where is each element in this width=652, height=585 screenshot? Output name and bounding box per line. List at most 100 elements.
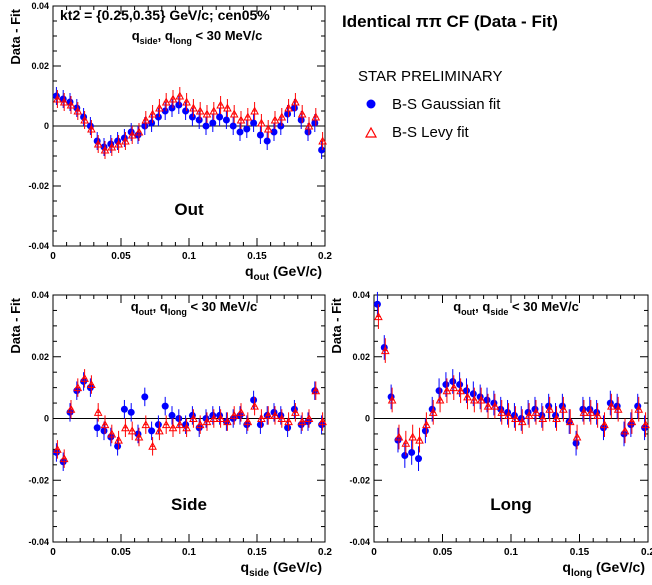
data-point [421,427,429,435]
data-point [59,97,69,106]
data-point [606,401,616,410]
legend-gaussian-label: B-S Gaussian fit [392,96,501,113]
data-point [148,427,156,435]
data-point [182,107,190,115]
data-point [148,119,156,127]
x-tick-label: 0.15 [247,251,267,262]
data-point [449,377,457,385]
data-point [155,426,164,435]
data-point [415,455,423,463]
data-point [195,106,205,115]
data-point [291,407,300,416]
data-point [93,407,103,416]
data-point [318,146,326,154]
x-axis-title: qout (GeV/c) [245,263,322,283]
data-point [634,404,644,413]
data-point [380,346,390,355]
data-point [141,122,149,130]
y-tick-label: -0.02 [28,181,49,191]
x-axis-title: qside (GeV/c) [241,559,322,579]
y-tick-label: 0.04 [352,290,370,300]
data-point [469,395,479,404]
data-point [155,103,164,112]
data-point [100,145,110,154]
legend-levy-label: B-S Levy fit [392,124,470,141]
data-point [189,103,198,112]
data-point [476,395,486,404]
data-point [318,417,327,426]
data-point [175,415,183,422]
panel-label: Side [171,495,207,514]
data-point [168,411,176,419]
data-point [284,417,293,426]
data-point [141,115,151,124]
data-point [87,379,96,389]
data-point [120,405,128,413]
data-point [304,128,312,136]
data-point [641,420,650,429]
data-point [182,423,191,432]
data-point [387,395,397,404]
data-point [284,110,292,118]
legend-gaussian-marker [366,99,376,109]
data-point [463,392,472,401]
x-axis-title: qlong (GeV/c) [562,559,645,579]
y-tick-label: 0.02 [31,61,49,71]
data-point [456,386,465,395]
data-point [100,427,108,435]
data-point [627,417,637,426]
data-point [311,386,321,395]
data-point [250,401,259,410]
data-point [373,300,381,308]
data-point [121,423,130,432]
data-point [66,404,76,413]
data-point [297,116,305,124]
data-point [236,407,246,416]
data-point [600,420,609,429]
y-tick-label: 0 [365,414,370,424]
data-point [80,115,89,124]
data-point [66,100,76,109]
data-point [195,420,205,429]
data-point [216,113,224,121]
data-point [209,106,219,115]
data-point [297,417,307,426]
data-point [127,130,137,139]
data-point [161,420,171,429]
data-point [100,420,110,429]
figure-title: Identical ππ CF (Data - Fit) [342,12,558,31]
data-point [243,125,251,133]
data-point [209,413,219,422]
data-point [572,432,582,441]
y-axis-title: Data - Fit [8,8,23,64]
data-point [579,407,589,416]
data-point [374,312,383,321]
data-point [270,128,278,136]
data-point [545,404,555,413]
data-point [531,407,541,416]
data-point [168,423,178,432]
data-point [401,452,409,460]
x-tick-label: 0.05 [433,547,453,558]
series-levy [374,304,650,456]
data-point [257,413,266,422]
panel-header-cuts: qout, qside < 30 MeV/c [453,299,579,317]
data-point [428,407,438,416]
data-point [154,113,162,121]
y-tick-label: -0.02 [349,475,370,485]
data-point [216,100,225,109]
data-point [93,139,103,148]
series-gaussian [373,291,649,471]
series-gaussian [52,372,326,471]
data-point [250,396,258,404]
series-levy [53,87,327,159]
data-point [175,101,183,109]
data-point [107,429,117,438]
data-point [483,396,491,404]
data-point [442,381,450,389]
data-point [93,424,101,432]
